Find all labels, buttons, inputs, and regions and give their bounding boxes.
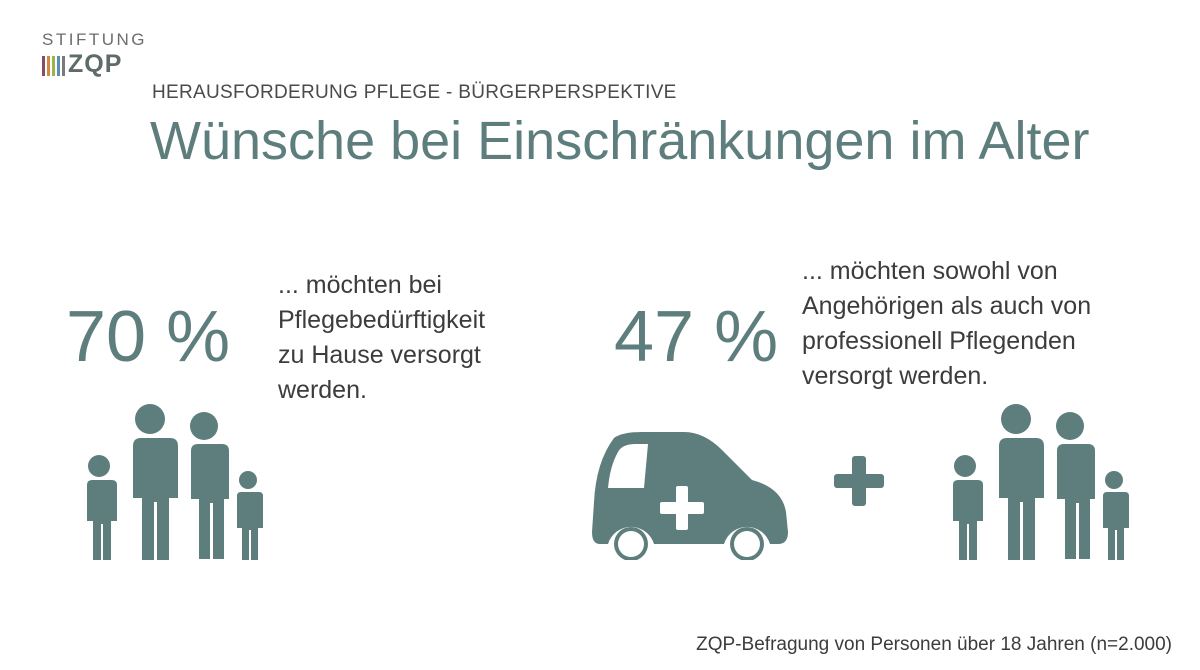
desc-line: Pflegebedürftigkeit: [278, 306, 486, 334]
desc-line: ... möchten bei: [278, 271, 442, 299]
stat-left-percent: 70 %: [66, 297, 231, 377]
desc-line: ... möchten sowohl von: [802, 257, 1058, 285]
desc-line: professionell Pflegenden: [802, 327, 1076, 355]
family-icon: [86, 404, 263, 560]
plus-icon: [834, 456, 884, 506]
desc-line: zu Hause versorgt: [278, 341, 481, 369]
stat-right-percent: 47 %: [614, 297, 779, 377]
desc-line: versorgt werden.: [802, 362, 989, 390]
stat-left-description: ... möchten bei Pflegebedürftigkeit zu H…: [278, 268, 578, 408]
family-icon: [952, 404, 1129, 560]
desc-line: Angehörigen als auch von: [802, 292, 1092, 320]
desc-line: werden.: [278, 376, 367, 404]
logo-top-text: STIFTUNG: [42, 30, 147, 49]
page-subtitle: HERAUSFORDERUNG PFLEGE - BÜRGERPERSPEKTI…: [152, 82, 677, 103]
source-note: ZQP-Befragung von Personen über 18 Jahre…: [696, 634, 1172, 655]
page-title: Wünsche bei Einschränkungen im Alter: [150, 111, 1090, 171]
logo-text: ZQP: [68, 50, 123, 78]
zqp-logo: STIFTUNG ZQP: [42, 30, 145, 86]
stat-right-description: ... möchten sowohl von Angehörigen als a…: [802, 254, 1182, 394]
care-car-icon: [592, 432, 788, 560]
